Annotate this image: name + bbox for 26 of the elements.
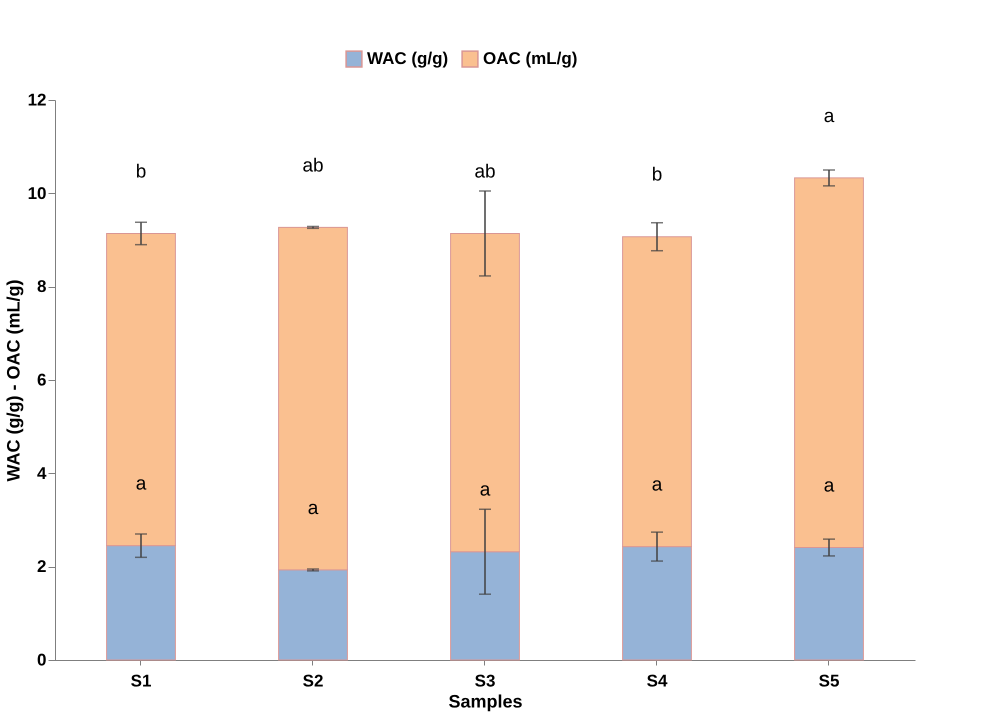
x-tick-label: S2 [302, 672, 324, 690]
x-tick-label: S5 [818, 672, 840, 690]
x-tick-label: S3 [474, 672, 496, 690]
annotation: a [136, 474, 147, 495]
annotation: a [480, 480, 491, 501]
y-tick-label: 2 [37, 557, 46, 576]
annotation: a [308, 498, 319, 519]
annotation: ab [474, 161, 496, 182]
annotation: a [824, 476, 835, 497]
x-tick-label: S1 [130, 672, 152, 690]
annotation: b [136, 161, 146, 182]
y-tick-label: 8 [37, 277, 46, 296]
annotation: a [824, 106, 835, 127]
x-tick-label: S4 [646, 672, 668, 690]
legend-label: OAC (mL/g) [483, 49, 578, 68]
y-axis-title: WAC (g/g) - OAC (mL/g) [4, 280, 24, 482]
y-tick-label: 10 [28, 184, 46, 203]
y-tick-label: 6 [37, 370, 46, 390]
legend-label: WAC (g/g) [367, 49, 448, 68]
annotation: ab [302, 155, 324, 176]
y-tick-label: 12 [28, 90, 46, 110]
annotation: b [652, 164, 662, 186]
annotation: a [652, 474, 663, 496]
y-tick-label: 4 [37, 464, 48, 483]
x-axis-title: Samples [448, 692, 523, 712]
y-tick-label: 0 [37, 650, 46, 670]
